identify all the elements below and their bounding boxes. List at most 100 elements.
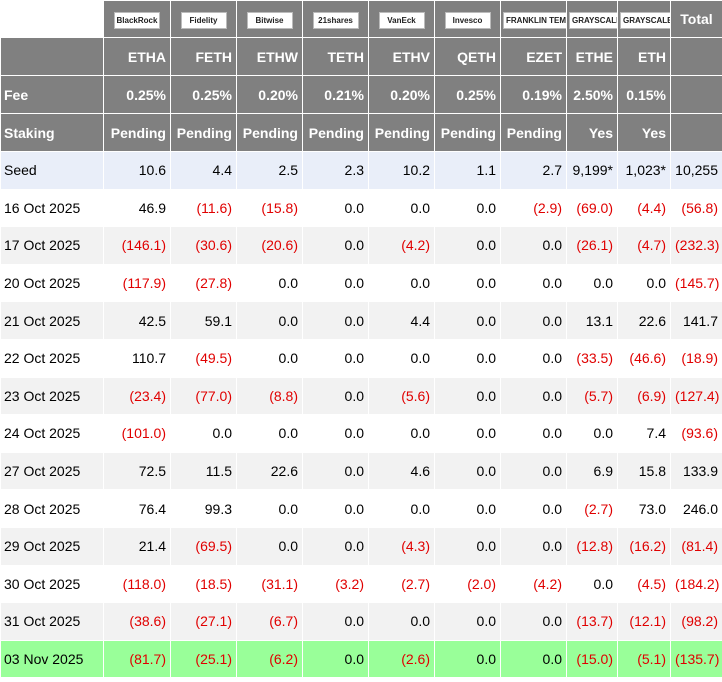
flow-value: 0.0 bbox=[434, 226, 501, 265]
flow-value: 0.0 bbox=[368, 602, 435, 641]
data-row: 31 Oct 2025 (38.6) (27.1) (6.7) 0.0 0.0 0.0 0.0… bbox=[0, 602, 722, 641]
staking-value: Pending bbox=[368, 113, 435, 152]
date: 03 Nov 2025 bbox=[0, 639, 104, 679]
header-cell bbox=[670, 37, 722, 76]
flow-value: 0.0 bbox=[500, 489, 567, 528]
data-row: 03 Nov 2025 (81.7) (25.1) (6.2) 0.0 (2.6) 0.0 0… bbox=[0, 639, 722, 679]
total-header: Total bbox=[670, 0, 722, 38]
flow-value: (69.5) bbox=[170, 526, 237, 566]
header-cell bbox=[670, 75, 722, 114]
flow-value: (27.1) bbox=[170, 602, 237, 641]
ticker: ETHA bbox=[103, 37, 171, 76]
flow-value: 0.0 bbox=[302, 602, 369, 641]
staking-row: Staking Pending Pending Pending Pending Pendi… bbox=[0, 113, 722, 152]
flow-value: (11.6) bbox=[170, 188, 237, 228]
data-row: 16 Oct 2025 46.9 (11.6) (15.8) 0.0 0.0 0.0 (2.9… bbox=[0, 188, 722, 228]
flow-value: (6.2) bbox=[236, 639, 303, 679]
logo-cell: Fidelity bbox=[170, 0, 237, 38]
data-row: 27 Oct 2025 72.5 11.5 22.6 0.0 4.6 0.0 0.0 6.9 15… bbox=[0, 451, 722, 491]
fee-value: 0.20% bbox=[236, 75, 303, 114]
flow-value: (146.1) bbox=[103, 226, 171, 265]
flow-value: 0.0 bbox=[302, 338, 369, 378]
flow-value: 11.5 bbox=[170, 451, 237, 491]
flow-value: 0.0 bbox=[302, 376, 369, 416]
date: 27 Oct 2025 bbox=[0, 451, 104, 491]
flow-value: 0.0 bbox=[500, 301, 567, 340]
fee-value: 0.19% bbox=[500, 75, 567, 114]
flow-value: 22.6 bbox=[236, 451, 303, 491]
flow-value: 0.0 bbox=[500, 263, 567, 303]
issuer-logo: Bitwise bbox=[246, 11, 293, 29]
flow-value: 2.3 bbox=[302, 151, 369, 190]
flow-value: 4.4 bbox=[170, 151, 237, 190]
flow-value: 0.0 bbox=[500, 338, 567, 378]
flow-value: 0.0 bbox=[302, 414, 369, 453]
fee-value: 0.20% bbox=[368, 75, 435, 114]
flow-value: 0.0 bbox=[368, 188, 435, 228]
ticker: TETH bbox=[302, 37, 369, 76]
flow-value: (15.0) bbox=[566, 639, 618, 679]
data-row: 23 Oct 2025 (23.4) (77.0) (8.8) 0.0 (5.6) 0.0 0… bbox=[0, 376, 722, 416]
data-row: 30 Oct 2025 (118.0) (18.5) (31.1) (3.2) (2.7)… bbox=[0, 564, 722, 604]
flow-value: 0.0 bbox=[434, 602, 501, 641]
flow-value: (81.7) bbox=[103, 639, 171, 679]
flow-value: 0.0 bbox=[236, 301, 303, 340]
flow-value: (127.4) bbox=[670, 376, 722, 416]
flow-value: 0.0 bbox=[617, 263, 671, 303]
issuer-logo: VanEck bbox=[378, 11, 425, 29]
flow-value: (2.7) bbox=[368, 564, 435, 604]
header-cell bbox=[0, 37, 104, 76]
date: 17 Oct 2025 bbox=[0, 226, 104, 265]
ticker: EZET bbox=[500, 37, 567, 76]
flow-value: 76.4 bbox=[103, 489, 171, 528]
issuer-logo: 21shares bbox=[312, 11, 359, 29]
flow-value: 59.1 bbox=[170, 301, 237, 340]
flow-value: 73.0 bbox=[617, 489, 671, 528]
flow-value: (117.9) bbox=[103, 263, 171, 303]
flow-value: 0.0 bbox=[500, 602, 567, 641]
flow-value: 0.0 bbox=[500, 451, 567, 491]
flow-value: (5.6) bbox=[368, 376, 435, 416]
logo-cell: FRANKLIN TEMPLETON bbox=[500, 0, 567, 38]
flow-value: 0.0 bbox=[236, 338, 303, 378]
flow-value: 0.0 bbox=[368, 414, 435, 453]
flow-value: 1,023* bbox=[617, 151, 671, 190]
data-row: 22 Oct 2025 110.7 (49.5) 0.0 0.0 0.0 0.0 0.0 (33… bbox=[0, 338, 722, 378]
flow-value: 2.5 bbox=[236, 151, 303, 190]
date: Seed bbox=[0, 151, 104, 190]
flow-value: (118.0) bbox=[103, 564, 171, 604]
flow-value: (23.4) bbox=[103, 376, 171, 416]
flow-value: (18.9) bbox=[670, 338, 722, 378]
flow-value: 0.0 bbox=[302, 301, 369, 340]
flow-value: 133.9 bbox=[670, 451, 722, 491]
flow-value: 7.4 bbox=[617, 414, 671, 453]
fee-value: 0.25% bbox=[170, 75, 237, 114]
flow-value: (4.2) bbox=[368, 226, 435, 265]
issuer-logo: Invesco bbox=[444, 11, 491, 29]
flow-value: 0.0 bbox=[434, 263, 501, 303]
logo-cell: GRAYSCALE bbox=[617, 0, 671, 38]
flow-value: (184.2) bbox=[670, 564, 722, 604]
flow-value: 0.0 bbox=[500, 526, 567, 566]
flow-value: (46.6) bbox=[617, 338, 671, 378]
flow-value: (16.2) bbox=[617, 526, 671, 566]
flow-value: 246.0 bbox=[670, 489, 722, 528]
flow-value: (27.8) bbox=[170, 263, 237, 303]
flow-value: 0.0 bbox=[302, 226, 369, 265]
flow-value: (81.4) bbox=[670, 526, 722, 566]
flow-value: 0.0 bbox=[236, 414, 303, 453]
row-label: Fee bbox=[0, 75, 104, 114]
ticker: ETH bbox=[617, 37, 671, 76]
flow-value: 21.4 bbox=[103, 526, 171, 566]
header-cell bbox=[670, 113, 722, 152]
flow-value: (101.0) bbox=[103, 414, 171, 453]
date: 16 Oct 2025 bbox=[0, 188, 104, 228]
flow-value: (30.6) bbox=[170, 226, 237, 265]
corner bbox=[0, 0, 104, 38]
flow-value: (6.9) bbox=[617, 376, 671, 416]
flow-value: (4.4) bbox=[617, 188, 671, 228]
flow-value: 0.0 bbox=[566, 564, 618, 604]
flow-value: (15.8) bbox=[236, 188, 303, 228]
date: 23 Oct 2025 bbox=[0, 376, 104, 416]
